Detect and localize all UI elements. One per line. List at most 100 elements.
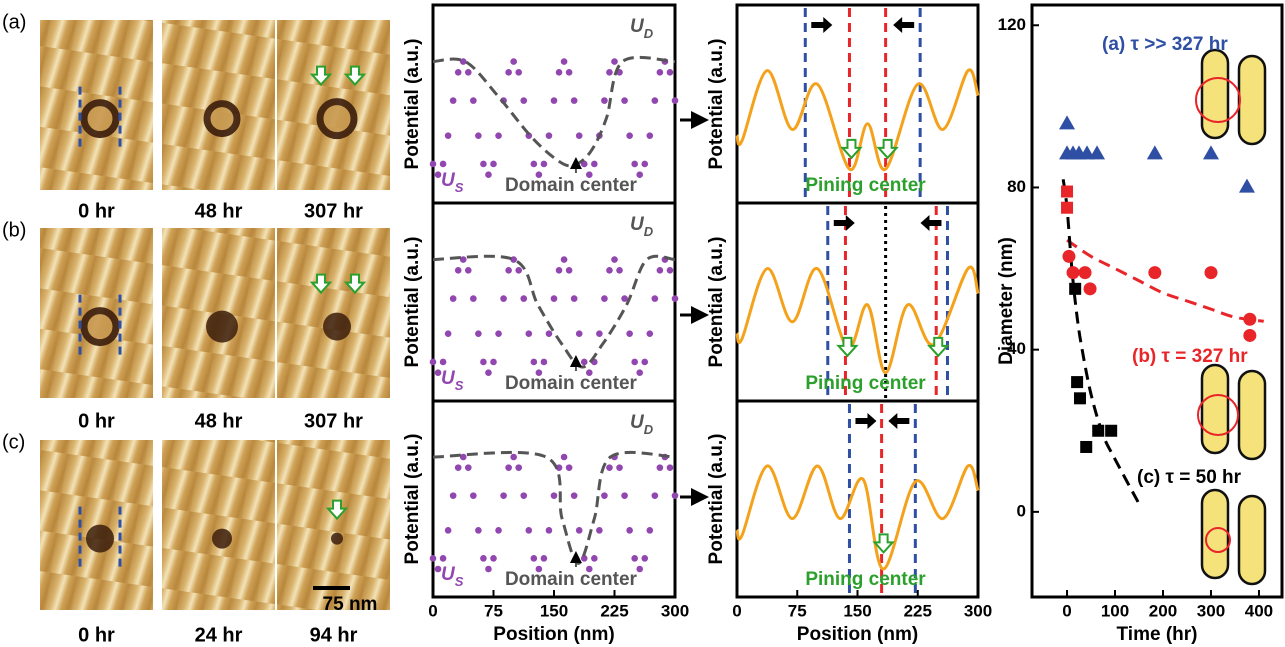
y-tick-label: 80 [1007,177,1026,196]
us-dot [646,527,654,534]
us-dot [671,492,679,499]
us-dot [580,358,588,366]
time-label: 94 hr [310,624,358,646]
green-arrow [876,138,899,160]
row-label: (c) [2,431,25,453]
us-dot [449,295,457,302]
us-dot [656,267,664,274]
us-dot [515,267,523,274]
ud-curve [432,254,676,369]
us-dot [470,492,477,499]
potential-curve [735,464,980,571]
us-dot [656,69,664,76]
x-tick-label: 75 [788,601,807,620]
point-square [1080,440,1093,453]
us-dot [510,58,517,65]
domain-ring [316,98,358,140]
annotation: Domain center [505,373,638,394]
potential-chart: Potential (a.u.) US UD Domain center [402,201,679,403]
us-dot [611,58,618,65]
us-dot [591,160,598,168]
us-dot [585,369,593,377]
cartoon-domain [1237,494,1267,586]
us-dot [545,527,553,534]
us-dot [530,555,538,562]
us-dot [575,330,583,337]
us-dot [535,369,543,377]
us-dot [485,369,492,377]
us-dot [429,160,437,168]
us-dot [464,464,472,471]
us-dot [666,69,674,76]
us-dot [580,555,588,562]
plot-frame [735,399,980,599]
y-axis-title: Potential (a.u.) [402,39,423,170]
afm-image [40,440,153,610]
green-arrow [343,65,367,87]
afm-image [277,228,390,398]
green-arrow [836,336,859,358]
us-dot [459,256,467,263]
series-label: UD [630,214,654,239]
y-axis-title: Potential (a.u.) [706,237,727,368]
us-dot [459,58,467,65]
point-circle [1204,266,1218,280]
us-dot [510,453,517,461]
us-dot [515,464,523,471]
domain-ring [203,100,241,138]
cartoon-circle [1197,394,1239,436]
us-dot [454,69,462,76]
row-label: (b) [2,219,26,241]
shift-arrow [920,215,942,231]
us-dot [555,464,563,471]
us-dot [540,160,548,168]
us-dot [651,492,659,499]
us-dot [601,492,608,499]
cartoon-domain [1237,54,1267,146]
us-dot [626,330,633,337]
cartoon-circle [1195,77,1241,123]
point-square [1071,376,1084,389]
annotation: Pining center [805,373,926,394]
x-tick-label: 100 [1101,601,1129,620]
us-dot [525,527,533,534]
us-dot [631,358,638,366]
us-dot [459,453,467,461]
point-square [1105,424,1118,437]
y-tick-label: 120 [998,15,1026,34]
us-dot [434,565,442,573]
y-axis-title: Potential (a.u.) [402,237,423,368]
domain-dot [206,310,238,343]
us-dot [480,160,487,168]
us-dot [606,69,613,76]
point-triangle [1089,145,1106,160]
us-dot [596,330,603,337]
us-dot [439,358,447,366]
x-tick-label: 300 [661,601,689,620]
us-dot [585,565,593,573]
us-dot [480,555,487,562]
us-dot [545,330,553,337]
us-dot [560,256,568,263]
us-dot [555,69,563,76]
x-tick-label: 225 [904,601,932,620]
us-dot [505,69,512,76]
us-dot [626,527,633,534]
shift-arrow [811,17,833,33]
point-square [1061,185,1074,198]
series-label: US [441,368,464,393]
us-dot [495,330,502,337]
us-dot [570,97,578,104]
us-dot [475,330,482,337]
scale-bar-label: 75 nm [323,594,378,615]
us-dot [565,267,573,274]
shift-arrow [893,17,915,33]
cartoon-circle [1205,527,1231,553]
us-dot [500,492,507,499]
us-dot [636,369,644,377]
potential-chart: Potential (a.u.) US UD Domain center [402,3,679,205]
us-dot [646,132,654,139]
us-dot [641,160,649,168]
series-label: US [441,170,464,195]
